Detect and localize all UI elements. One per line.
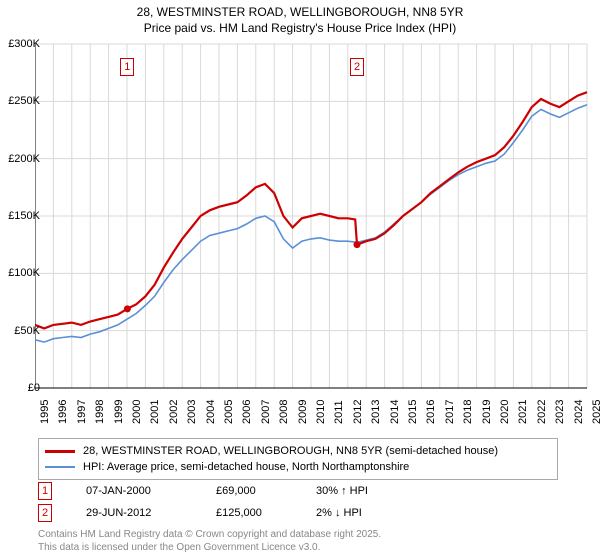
- chart-marker-2: 2: [350, 58, 364, 76]
- x-tick-label: 1997: [76, 400, 88, 424]
- x-tick-label: 2008: [278, 400, 290, 424]
- y-tick-label: £0: [28, 382, 40, 394]
- transaction-price: £125,000: [216, 507, 316, 519]
- transaction-pct: 30% ↑ HPI: [316, 485, 436, 497]
- legend-swatch: [45, 466, 75, 468]
- y-tick-label: £50K: [14, 325, 40, 337]
- x-tick-label: 2015: [407, 400, 419, 424]
- transaction-date: 07-JAN-2000: [86, 485, 216, 497]
- legend-swatch: [45, 450, 75, 453]
- y-tick-label: £200K: [8, 153, 40, 165]
- title-line-1: 28, WESTMINSTER ROAD, WELLINGBOROUGH, NN…: [0, 4, 600, 20]
- x-tick-label: 2001: [149, 400, 161, 424]
- transaction-price: £69,000: [216, 485, 316, 497]
- legend: 28, WESTMINSTER ROAD, WELLINGBOROUGH, NN…: [38, 438, 558, 480]
- x-tick-label: 2006: [241, 400, 253, 424]
- x-tick-label: 2012: [352, 400, 364, 424]
- x-tick-label: 2023: [554, 400, 566, 424]
- title-line-2: Price paid vs. HM Land Registry's House …: [0, 20, 600, 36]
- legend-row-hpi: HPI: Average price, semi-detached house,…: [45, 459, 551, 475]
- x-tick-label: 2011: [333, 400, 345, 424]
- footer-attribution: Contains HM Land Registry data © Crown c…: [38, 528, 381, 554]
- transaction-marker-1: 1: [38, 482, 52, 500]
- x-tick-label: 2014: [389, 400, 401, 424]
- transaction-pct: 2% ↓ HPI: [316, 507, 436, 519]
- x-tick-label: 2016: [425, 400, 437, 424]
- y-tick-label: £300K: [8, 38, 40, 50]
- chart-svg: [35, 42, 591, 390]
- x-tick-label: 2000: [131, 400, 143, 424]
- table-row: 2 29-JUN-2012 £125,000 2% ↓ HPI: [38, 502, 436, 524]
- x-tick-label: 2003: [186, 400, 198, 424]
- x-tick-label: 2002: [168, 400, 180, 424]
- x-tick-label: 2004: [205, 400, 217, 424]
- x-tick-label: 2013: [370, 400, 382, 424]
- y-tick-label: £100K: [8, 267, 40, 279]
- legend-row-price-paid: 28, WESTMINSTER ROAD, WELLINGBOROUGH, NN…: [45, 443, 551, 459]
- chart-marker-1: 1: [120, 58, 134, 76]
- transaction-date: 29-JUN-2012: [86, 507, 216, 519]
- x-tick-label: 2024: [573, 400, 585, 424]
- x-tick-label: 2010: [315, 400, 327, 424]
- x-tick-label: 2021: [517, 400, 529, 424]
- legend-label: 28, WESTMINSTER ROAD, WELLINGBOROUGH, NN…: [83, 445, 498, 457]
- y-tick-label: £150K: [8, 210, 40, 222]
- x-tick-label: 1998: [94, 400, 106, 424]
- x-tick-label: 2009: [297, 400, 309, 424]
- x-tick-label: 2005: [223, 400, 235, 424]
- chart-plot-area: [35, 42, 591, 390]
- x-tick-label: 2019: [481, 400, 493, 424]
- x-tick-label: 2022: [536, 400, 548, 424]
- legend-label: HPI: Average price, semi-detached house,…: [83, 461, 409, 473]
- y-tick-label: £250K: [8, 95, 40, 107]
- x-tick-label: 2017: [444, 400, 456, 424]
- x-tick-label: 1996: [57, 400, 69, 424]
- transactions-table: 1 07-JAN-2000 £69,000 30% ↑ HPI 2 29-JUN…: [38, 480, 436, 524]
- x-tick-label: 2020: [499, 400, 511, 424]
- x-tick-label: 1995: [39, 400, 51, 424]
- x-tick-label: 1999: [113, 400, 125, 424]
- footer-line-2: This data is licensed under the Open Gov…: [38, 541, 381, 554]
- footer-line-1: Contains HM Land Registry data © Crown c…: [38, 528, 381, 541]
- x-tick-label: 2007: [260, 400, 272, 424]
- table-row: 1 07-JAN-2000 £69,000 30% ↑ HPI: [38, 480, 436, 502]
- transaction-marker-2: 2: [38, 504, 52, 522]
- x-tick-label: 2018: [462, 400, 474, 424]
- chart-title: 28, WESTMINSTER ROAD, WELLINGBOROUGH, NN…: [0, 0, 600, 36]
- x-tick-label: 2025: [591, 400, 600, 424]
